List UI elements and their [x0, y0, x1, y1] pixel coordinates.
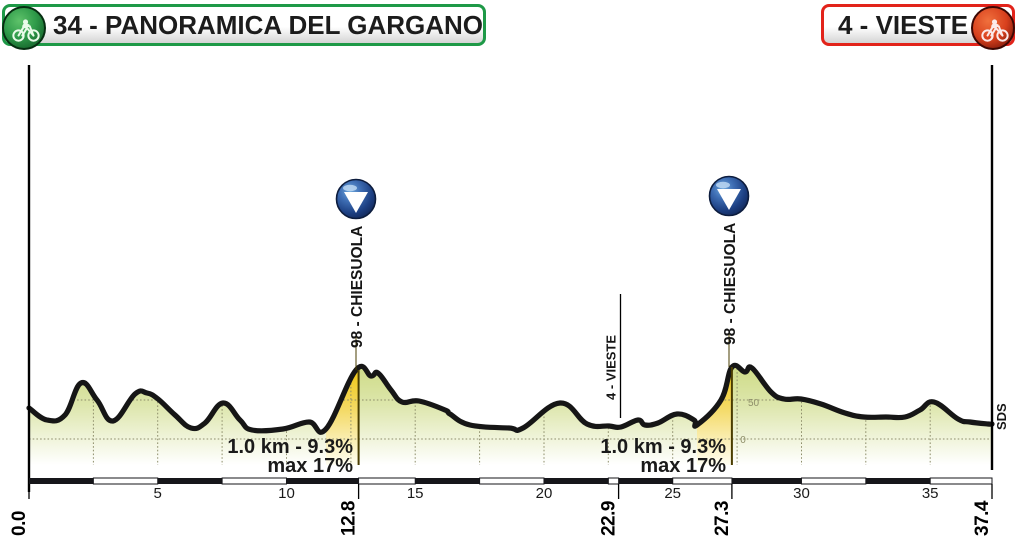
svg-text:max 17%: max 17%: [640, 455, 726, 477]
svg-text:20: 20: [536, 485, 553, 502]
svg-text:30: 30: [793, 485, 810, 502]
svg-text:15: 15: [407, 485, 424, 502]
svg-text:37.4: 37.4: [972, 500, 993, 536]
svg-text:max 17%: max 17%: [267, 455, 353, 477]
svg-text:10: 10: [278, 485, 295, 502]
svg-text:0: 0: [740, 435, 746, 446]
svg-text:22.9: 22.9: [599, 501, 620, 536]
svg-text:98 - CHIESUOLA: 98 - CHIESUOLA: [722, 223, 739, 345]
svg-text:27.3: 27.3: [712, 501, 733, 536]
svg-text:4 - VIESTE: 4 - VIESTE: [604, 335, 619, 400]
svg-text:SDS: SDS: [994, 403, 1009, 430]
svg-text:98 - CHIESUOLA: 98 - CHIESUOLA: [349, 226, 366, 348]
svg-text:0.0: 0.0: [9, 511, 30, 536]
svg-text:50: 50: [748, 398, 760, 409]
svg-text:12.8: 12.8: [339, 501, 360, 536]
svg-text:35: 35: [922, 485, 939, 502]
svg-text:25: 25: [664, 485, 681, 502]
svg-text:5: 5: [154, 485, 162, 502]
